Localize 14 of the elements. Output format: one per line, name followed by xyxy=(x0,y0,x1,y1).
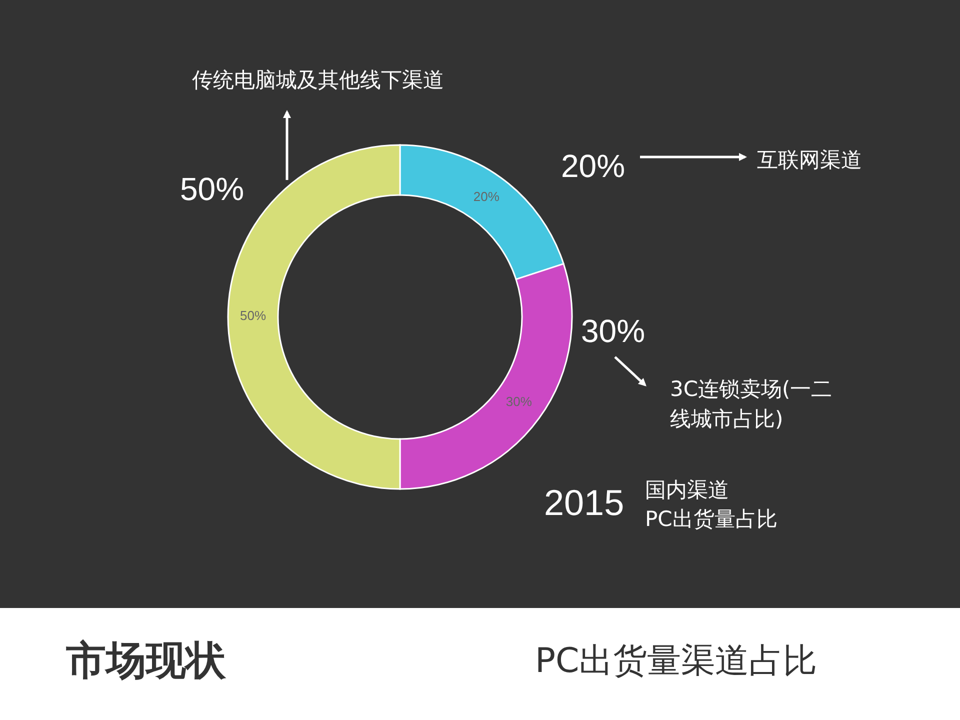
data-label: 30% xyxy=(580,313,646,350)
text: 30% xyxy=(506,394,532,410)
text: 国内渠道 xyxy=(645,477,729,504)
text: 20% xyxy=(473,189,500,204)
text: PC出货量渠道占比 xyxy=(535,640,818,683)
slice-label: 3C连锁卖场(一二线城市占比) xyxy=(670,376,834,433)
text: PC出货量占比 xyxy=(645,506,778,533)
text: 市场现状 xyxy=(66,637,226,686)
text: 2015 xyxy=(544,482,624,524)
slice-label: 传统电脑城及其他线下渠道 xyxy=(192,67,444,94)
text: 50% xyxy=(240,308,266,323)
data-label: 50% xyxy=(178,171,246,208)
data-label: 20% xyxy=(560,148,626,185)
legend-label: 互联网渠道 xyxy=(757,147,862,174)
